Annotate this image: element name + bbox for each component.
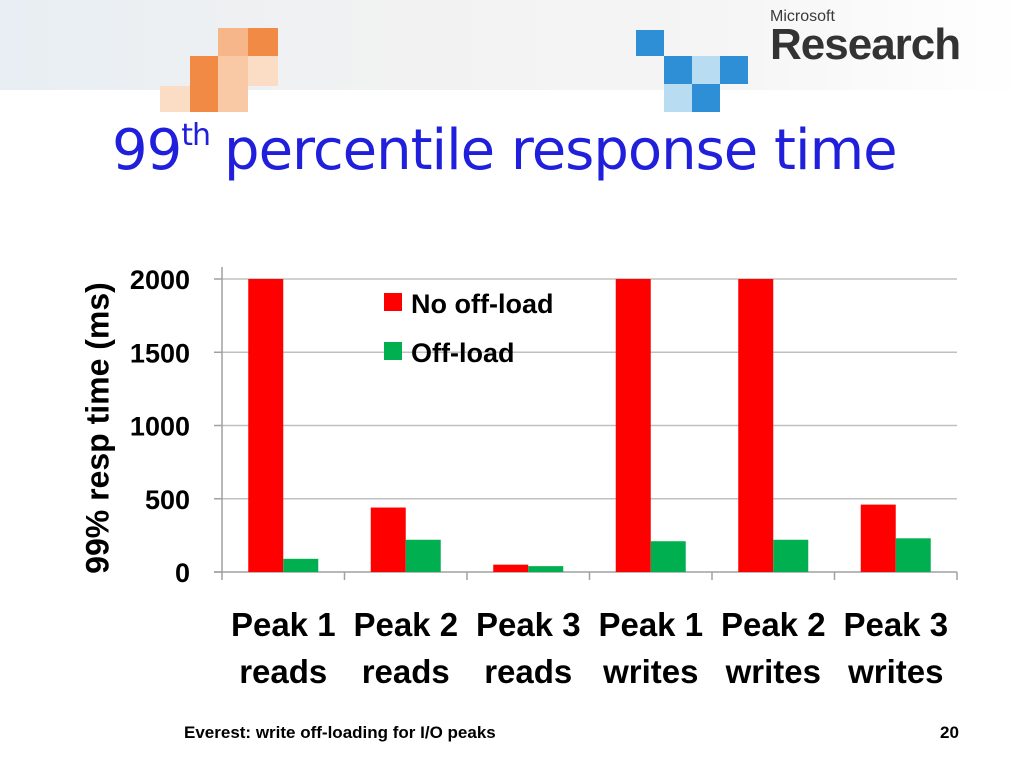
bar-offload bbox=[895, 538, 931, 572]
y-tick-label: 500 bbox=[145, 485, 190, 515]
banner-square bbox=[218, 86, 248, 112]
legend-label: No off-load bbox=[411, 289, 553, 319]
x-category-label: Peak 2 bbox=[721, 606, 826, 643]
page-number: 20 bbox=[940, 723, 959, 742]
y-tick-label: 0 bbox=[175, 558, 190, 588]
x-category-label: Peak 1 bbox=[231, 606, 336, 643]
x-category-label: writes bbox=[602, 653, 698, 690]
bar-no-offload bbox=[860, 504, 896, 572]
bar-offload bbox=[528, 566, 564, 572]
logo-research-text: Research bbox=[770, 20, 961, 69]
title-text: percentile response time bbox=[224, 118, 898, 183]
bar-no-offload bbox=[738, 279, 774, 572]
banner-square bbox=[636, 30, 664, 56]
microsoft-research-logo: Microsoft Research bbox=[770, 8, 961, 70]
banner-square bbox=[248, 28, 278, 56]
bar-offload bbox=[773, 539, 809, 572]
legend-swatch bbox=[384, 342, 402, 360]
banner-square bbox=[160, 86, 190, 112]
x-category-label: reads bbox=[362, 653, 450, 690]
bar-no-offload bbox=[615, 279, 651, 572]
bar-no-offload bbox=[248, 279, 284, 572]
banner-square bbox=[248, 56, 278, 86]
bar-offload bbox=[283, 558, 319, 572]
banner-square bbox=[692, 56, 720, 84]
banner-square bbox=[692, 84, 720, 112]
legend-label: Off-load bbox=[411, 338, 514, 368]
y-tick-label: 1000 bbox=[130, 412, 190, 442]
bar-offload bbox=[405, 539, 441, 572]
banner-square bbox=[664, 56, 692, 84]
banner-square bbox=[664, 84, 692, 112]
banner-square bbox=[190, 86, 220, 112]
x-category-label: Peak 3 bbox=[476, 606, 581, 643]
banner-square bbox=[720, 56, 748, 84]
y-tick-label: 1500 bbox=[130, 338, 190, 368]
banner-background bbox=[0, 0, 1024, 90]
x-category-label: writes bbox=[725, 653, 821, 690]
y-tick-label: 2000 bbox=[130, 265, 190, 295]
banner-square bbox=[218, 56, 248, 86]
title-number: 99 bbox=[112, 118, 182, 183]
footer-text: Everest: write off-loading for I/O peaks bbox=[184, 723, 496, 742]
bar-no-offload bbox=[370, 507, 406, 572]
x-category-label: Peak 2 bbox=[353, 606, 458, 643]
x-category-label: writes bbox=[847, 653, 943, 690]
x-category-label: reads bbox=[239, 653, 327, 690]
x-category-label: Peak 3 bbox=[843, 606, 948, 643]
x-category-label: reads bbox=[484, 653, 572, 690]
slide-title: 99th percentile response time bbox=[112, 118, 898, 183]
bar-offload bbox=[650, 541, 686, 572]
banner-square bbox=[218, 28, 248, 56]
banner-square bbox=[190, 56, 220, 86]
legend-swatch bbox=[384, 293, 402, 311]
header-banner bbox=[0, 0, 1024, 112]
logo-microsoft-text: Microsoft bbox=[770, 8, 835, 25]
bar-no-offload bbox=[493, 564, 529, 572]
title-superscript: th bbox=[181, 118, 211, 153]
x-category-label: Peak 1 bbox=[598, 606, 703, 643]
